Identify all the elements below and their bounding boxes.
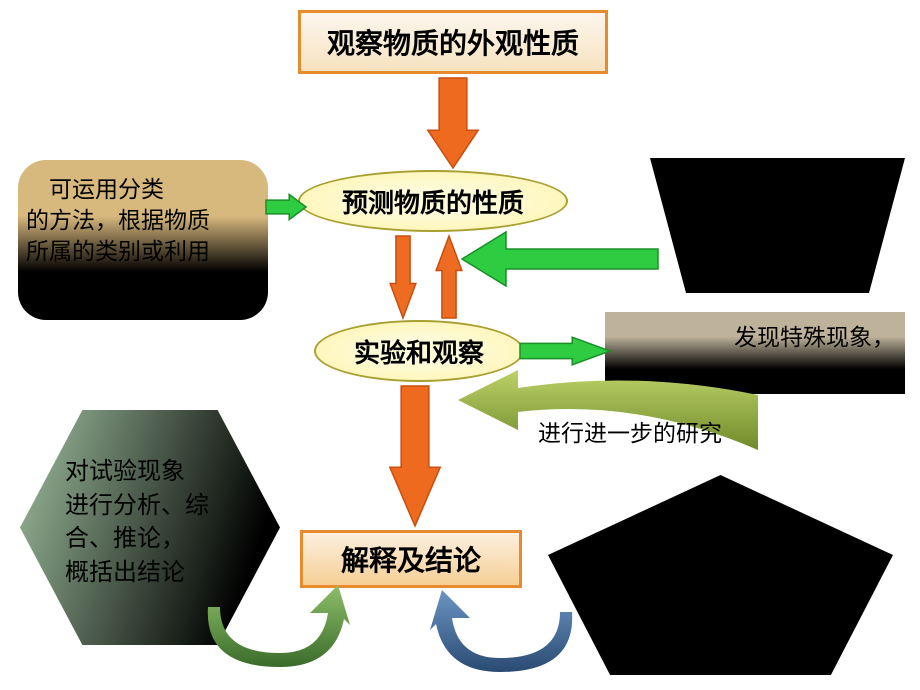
arrow-experiment-to-conclusion (370, 386, 460, 526)
arrow-right-to-predict (462, 232, 658, 286)
arrow-top-to-predict (408, 78, 498, 168)
label-further-research: 进行进一步的研究 (538, 414, 722, 448)
node-special-text: 发现特殊现象， (605, 312, 905, 352)
node-classification-method: 可运用分类的方法，根据物质所属的类别或利用 (18, 160, 268, 320)
node-observe-appearance-text: 观察物质的外观性质 (327, 22, 579, 62)
node-classification-text: 可运用分类的方法，根据物质所属的类别或利用 (18, 160, 268, 267)
node-conclusion: 解释及结论 (300, 530, 522, 588)
node-conclusion-text: 解释及结论 (341, 539, 481, 579)
arrow-curve-pent-to-conclusion (430, 590, 570, 670)
arrow-left-to-predict (266, 186, 306, 228)
arrow-predict-to-experiment-down (380, 236, 426, 318)
node-hexagon-text: 对试验现象进行分析、综合、推论，概括出结论 (65, 455, 245, 589)
node-pentagon (548, 475, 893, 675)
node-predict-properties: 预测物质的性质 (298, 170, 568, 232)
arrow-curve-hex-to-conclusion (210, 585, 350, 665)
node-observe-appearance: 观察物质的外观性质 (298, 10, 608, 74)
node-right-trapezoid (650, 158, 905, 293)
node-predict-text: 预测物质的性质 (342, 183, 524, 220)
